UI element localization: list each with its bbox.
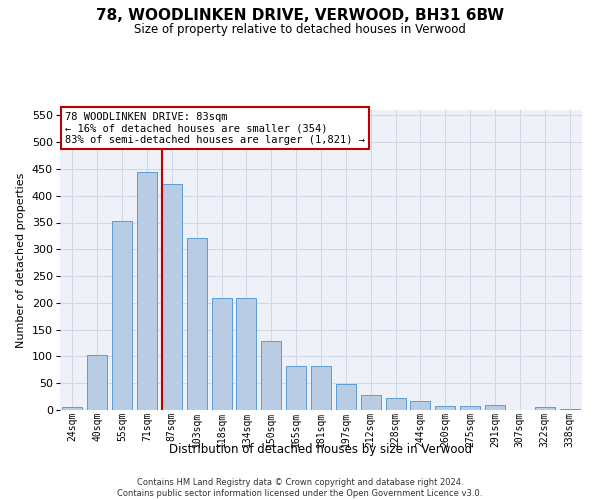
Bar (410, 401, 430, 410)
Bar (311, 366, 331, 410)
Bar (162, 184, 182, 410)
Bar (560, 409, 580, 410)
Bar (88, 356, 107, 410)
Bar (62, 408, 82, 410)
Bar (436, 406, 455, 410)
Bar (137, 172, 157, 410)
Bar (236, 298, 256, 410)
Text: Size of property relative to detached houses in Verwood: Size of property relative to detached ho… (134, 22, 466, 36)
Text: 78 WOODLINKEN DRIVE: 83sqm
← 16% of detached houses are smaller (354)
83% of sem: 78 WOODLINKEN DRIVE: 83sqm ← 16% of deta… (65, 112, 365, 144)
Text: 78, WOODLINKEN DRIVE, VERWOOD, BH31 6BW: 78, WOODLINKEN DRIVE, VERWOOD, BH31 6BW (96, 8, 504, 22)
Bar (262, 342, 281, 410)
Bar (460, 406, 480, 410)
Bar (386, 398, 406, 410)
Bar (535, 408, 554, 410)
Bar (336, 384, 356, 410)
Text: Distribution of detached houses by size in Verwood: Distribution of detached houses by size … (169, 442, 473, 456)
Bar (361, 395, 380, 410)
Bar (485, 404, 505, 410)
Bar (112, 221, 132, 410)
Bar (187, 238, 206, 410)
Y-axis label: Number of detached properties: Number of detached properties (16, 172, 26, 348)
Bar (212, 298, 232, 410)
Text: Contains HM Land Registry data © Crown copyright and database right 2024.
Contai: Contains HM Land Registry data © Crown c… (118, 478, 482, 498)
Bar (286, 366, 306, 410)
